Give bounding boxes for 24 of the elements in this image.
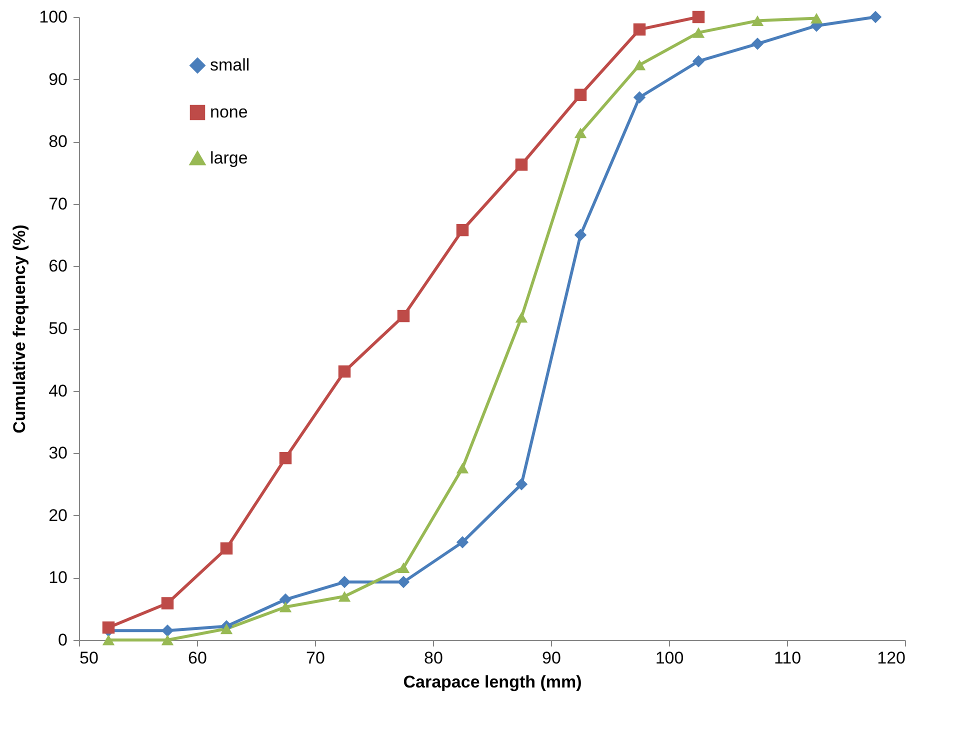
x-tick-label: 80 (424, 648, 443, 668)
x-tick-label: 50 (80, 648, 98, 668)
y-axis-title: Cumulative frequency (%) (10, 224, 30, 434)
x-tick-label: 90 (542, 648, 561, 668)
y-tick-label: 30 (48, 444, 68, 463)
legend-label: large (210, 148, 248, 168)
legend-label: none (210, 102, 248, 122)
y-tick-label: 20 (48, 506, 68, 525)
y-tick-label: 60 (48, 256, 68, 276)
y-tick-label: 40 (48, 381, 68, 400)
legend-label: small (210, 56, 250, 74)
y-tick-label: 50 (48, 319, 68, 338)
y-tick-label: 10 (48, 568, 68, 588)
x-tick-label: 70 (306, 648, 325, 668)
x-tick-label: 100 (655, 648, 684, 668)
y-tick-label: 0 (58, 630, 68, 650)
x-tick-label: 120 (877, 648, 906, 668)
y-tick-label: 100 (39, 8, 68, 26)
y-tick-label: 80 (48, 132, 68, 152)
y-tick-label: 70 (48, 194, 68, 214)
x-tick-label: 110 (774, 648, 802, 668)
y-tick-label: 90 (48, 70, 68, 89)
x-axis-title: Carapace length (mm) (403, 672, 582, 692)
x-tick-label: 60 (188, 648, 207, 668)
